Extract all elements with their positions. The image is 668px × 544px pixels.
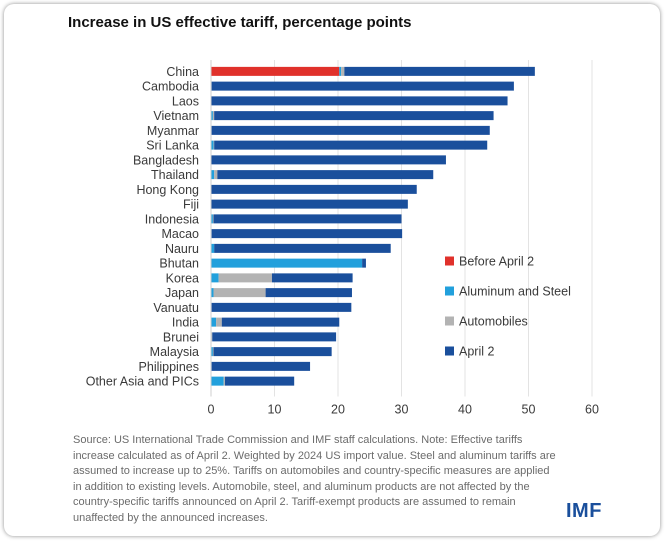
bar-segment-april-2 bbox=[211, 155, 446, 165]
bar-segment-automobiles bbox=[223, 376, 225, 386]
legend-swatch bbox=[445, 256, 454, 266]
category-label: Brunei bbox=[163, 330, 199, 344]
bar-segment-aluminum-and-steel bbox=[211, 317, 217, 327]
category-label: Japan bbox=[165, 286, 199, 300]
category-label: Laos bbox=[172, 94, 199, 108]
legend-label: Aluminum and Steel bbox=[459, 285, 571, 299]
legend-swatch bbox=[445, 346, 454, 356]
category-label: China bbox=[166, 65, 199, 79]
bar-segment-april-2 bbox=[213, 347, 332, 357]
bar-segment-automobiles bbox=[341, 66, 345, 76]
bar-segment-april-2 bbox=[211, 96, 508, 106]
category-label: Bangladesh bbox=[133, 153, 199, 167]
category-label: Thailand bbox=[151, 168, 199, 182]
category-label: Nauru bbox=[165, 242, 199, 256]
bar-segment-april-2 bbox=[344, 66, 535, 76]
legend-label: April 2 bbox=[459, 345, 494, 359]
bar-segment-april-2 bbox=[265, 288, 352, 298]
category-label: Malaysia bbox=[150, 345, 199, 359]
bar-segment-aluminum-and-steel bbox=[211, 243, 215, 253]
bar-segment-automobiles bbox=[213, 140, 215, 150]
x-tick-label: 10 bbox=[268, 403, 282, 417]
bar-segment-aluminum-and-steel bbox=[211, 140, 214, 150]
category-label: Macao bbox=[161, 227, 199, 241]
category-label: Bhutan bbox=[159, 257, 199, 271]
bar-segment-april-2 bbox=[214, 111, 494, 121]
bar-segment-april-2 bbox=[211, 229, 403, 239]
bar-segment-automobiles bbox=[211, 332, 213, 342]
x-tick-label: 50 bbox=[522, 403, 536, 417]
category-label: Hong Kong bbox=[136, 183, 199, 197]
bar-segment-april-2 bbox=[362, 258, 366, 268]
category-label: Other Asia and PICs bbox=[86, 375, 199, 389]
category-label: Indonesia bbox=[145, 212, 199, 226]
source-note: Source: US International Trade Commissio… bbox=[73, 434, 556, 524]
bar-segment-aluminum-and-steel bbox=[211, 214, 213, 224]
bar-segment-aluminum-and-steel bbox=[211, 347, 213, 357]
category-label: India bbox=[172, 316, 199, 330]
bar-segment-april-2 bbox=[217, 170, 434, 180]
bar-segment-aluminum-and-steel bbox=[211, 258, 363, 268]
bar-segment-automobiles bbox=[212, 111, 215, 121]
bar-segment-april-2 bbox=[211, 302, 352, 312]
bar-segment-april-2 bbox=[212, 332, 337, 342]
category-label: Cambodia bbox=[142, 80, 199, 94]
category-label: Myanmar bbox=[147, 124, 199, 138]
category-label: Philippines bbox=[139, 360, 199, 374]
bar-segment-automobiles bbox=[212, 347, 214, 357]
x-tick-label: 20 bbox=[331, 403, 345, 417]
bar-segment-april-2 bbox=[211, 361, 311, 371]
category-label: Korea bbox=[166, 271, 199, 285]
legend-swatch bbox=[445, 316, 454, 326]
bar-segment-aluminum-and-steel bbox=[211, 170, 215, 180]
legend-label: Before April 2 bbox=[459, 255, 534, 269]
chart-title: Increase in US effective tariff, percent… bbox=[68, 14, 412, 31]
x-tick-label: 60 bbox=[585, 403, 599, 417]
x-tick-label: 0 bbox=[208, 403, 215, 417]
bar-segment-april-2 bbox=[211, 125, 490, 135]
legend-label: Automobiles bbox=[459, 315, 528, 329]
bar-segment-april-2 bbox=[211, 199, 408, 209]
bar-segment-april-2 bbox=[213, 214, 402, 224]
bar-segment-aluminum-and-steel bbox=[211, 376, 224, 386]
chart-card bbox=[4, 4, 660, 536]
bar-segment-automobiles bbox=[216, 317, 222, 327]
bar-segment-aluminum-and-steel bbox=[211, 111, 213, 121]
bar-segment-automobiles bbox=[213, 288, 266, 298]
bar-segment-aluminum-and-steel bbox=[211, 288, 214, 298]
bar-segment-automobiles bbox=[218, 273, 272, 283]
category-label: Vietnam bbox=[153, 109, 199, 123]
bar-segment-april-2 bbox=[214, 243, 391, 253]
bar-segment-april-2 bbox=[214, 140, 488, 150]
x-tick-label: 30 bbox=[395, 403, 409, 417]
bar-segment-april-2 bbox=[224, 376, 295, 386]
bar-segment-april-2 bbox=[221, 317, 340, 327]
bar-segment-automobiles bbox=[214, 170, 218, 180]
category-label: Sri Lanka bbox=[146, 139, 199, 153]
x-tick-label: 40 bbox=[458, 403, 472, 417]
legend-swatch bbox=[445, 286, 454, 296]
bar-segment-automobiles bbox=[212, 214, 214, 224]
bar-segment-before-april-2 bbox=[211, 66, 340, 76]
bar-segment-aluminum-and-steel bbox=[211, 273, 219, 283]
bar-segment-aluminum-and-steel bbox=[339, 66, 342, 76]
imf-logo: IMF bbox=[566, 500, 602, 522]
bar-segment-april-2 bbox=[271, 273, 353, 283]
category-label: Vanuatu bbox=[153, 301, 199, 315]
bar-segment-april-2 bbox=[211, 184, 417, 194]
category-label: Fiji bbox=[183, 198, 199, 212]
bar-segment-april-2 bbox=[211, 81, 514, 91]
